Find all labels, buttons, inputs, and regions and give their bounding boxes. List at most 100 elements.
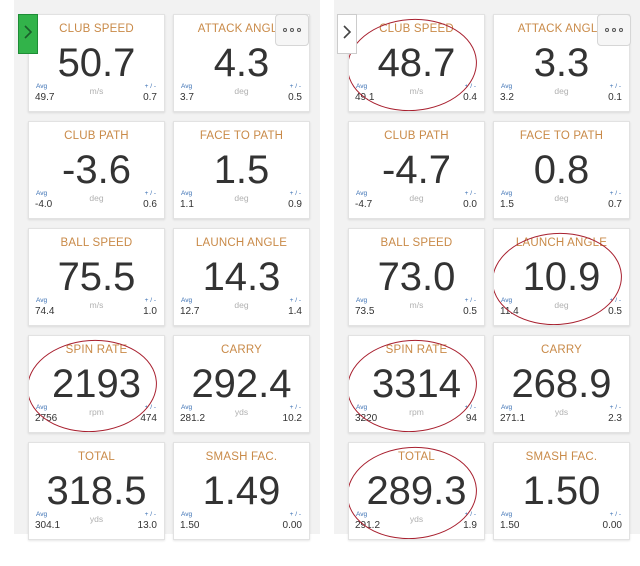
metric-deviation: 0.0 <box>463 199 477 210</box>
avg-label: Avg <box>501 404 513 411</box>
metric-unit: yds <box>409 514 424 524</box>
metric-title: CLUB PATH <box>384 130 449 142</box>
metric-unit: deg <box>234 86 249 96</box>
metric-value: 268.9 <box>511 362 612 406</box>
metric-unit: m/s <box>409 300 424 310</box>
metric-value: 3314 <box>372 362 461 406</box>
metric-value: 48.7 <box>377 41 456 85</box>
metric-tile-smash-factor[interactable]: SMASH FAC. 1.49 Avg + / - 1.50 0.00 <box>173 442 310 540</box>
metric-deviation: 94 <box>465 413 477 424</box>
metric-tile-carry[interactable]: CARRY 268.9 Avg + / - 271.1 yds 2.3 <box>493 335 630 433</box>
metric-tile-carry[interactable]: CARRY 292.4 Avg + / - 281.2 yds 10.2 <box>173 335 310 433</box>
metric-tile-attack-angle[interactable]: ATTACK ANGLE 4.3 Avg + / - 3.7 deg 0.5 <box>173 14 310 112</box>
metric-deviation: 1.0 <box>143 306 157 317</box>
metric-average: -4.7 <box>355 199 373 210</box>
metric-deviation: 474 <box>140 413 157 424</box>
metric-tile-total[interactable]: TOTAL 318.5 Avg + / - 304.1 yds 13.0 <box>28 442 165 540</box>
metric-tile-club-path[interactable]: CLUB PATH -3.6 Avg + / - -4.0 deg 0.6 <box>28 121 165 219</box>
metric-title: TOTAL <box>78 451 115 463</box>
metric-value: 292.4 <box>191 362 292 406</box>
metric-value: 50.7 <box>57 41 136 85</box>
metric-title: SPIN RATE <box>385 344 448 356</box>
metric-tile-launch-angle[interactable]: LAUNCH ANGLE 10.9 Avg + / - 11.4 deg 0.5 <box>493 228 630 326</box>
metric-title: BALL SPEED <box>380 237 453 249</box>
metric-average: 271.1 <box>500 413 526 424</box>
left-panel-toggle-button[interactable] <box>18 14 38 54</box>
metric-average: 1.50 <box>500 520 520 531</box>
metric-value: -3.6 <box>62 148 131 192</box>
more-horizontal-icon <box>283 28 301 32</box>
avg-label: Avg <box>501 83 513 90</box>
right-metrics-grid: CLUB SPEED 48.7 Avg + / - 49.1 m/s 0.4 A… <box>348 14 630 540</box>
metric-deviation: 0.9 <box>288 199 302 210</box>
plus-minus-label: + / - <box>609 83 621 90</box>
metric-tile-club-path[interactable]: CLUB PATH -4.7 Avg + / - -4.7 deg 0.0 <box>348 121 485 219</box>
metric-average: -4.0 <box>35 199 53 210</box>
plus-minus-label: + / - <box>144 297 156 304</box>
metric-deviation: 0.7 <box>608 199 622 210</box>
metric-average: 304.1 <box>35 520 61 531</box>
metric-unit: deg <box>554 86 569 96</box>
metric-tile-launch-angle[interactable]: LAUNCH ANGLE 14.3 Avg + / - 12.7 deg 1.4 <box>173 228 310 326</box>
metric-title: TOTAL <box>398 451 435 463</box>
avg-label: Avg <box>356 404 368 411</box>
metric-unit: m/s <box>89 300 104 310</box>
metric-deviation: 0.5 <box>463 306 477 317</box>
right-more-options-button[interactable] <box>597 14 631 46</box>
avg-label: Avg <box>36 511 48 518</box>
metric-title: LAUNCH ANGLE <box>515 237 608 249</box>
right-panel-toggle-button[interactable] <box>337 14 357 54</box>
metric-tile-face-to-path[interactable]: FACE TO PATH 1.5 Avg + / - 1.1 deg 0.9 <box>173 121 310 219</box>
plus-minus-label: + / - <box>609 511 621 518</box>
metric-average: 291.2 <box>355 520 381 531</box>
metric-average: 49.7 <box>35 92 55 103</box>
metric-tile-club-speed[interactable]: CLUB SPEED 48.7 Avg + / - 49.1 m/s 0.4 <box>348 14 485 112</box>
metric-title: BALL SPEED <box>60 237 133 249</box>
metric-deviation: 0.5 <box>608 306 622 317</box>
metric-deviation: 0.6 <box>143 199 157 210</box>
metric-value: 318.5 <box>46 469 147 513</box>
metric-deviation: 0.00 <box>602 520 622 531</box>
metric-tile-spin-rate[interactable]: SPIN RATE 3314 Avg + / - 3220 rpm 94 <box>348 335 485 433</box>
metric-tile-club-speed[interactable]: CLUB SPEED 50.7 Avg + / - 49.7 m/s 0.7 <box>28 14 165 112</box>
avg-label: Avg <box>356 511 368 518</box>
metric-unit: deg <box>409 193 424 203</box>
plus-minus-label: + / - <box>144 83 156 90</box>
chevron-right-icon <box>23 24 33 45</box>
metric-tile-ball-speed[interactable]: BALL SPEED 73.0 Avg + / - 73.5 m/s 0.5 <box>348 228 485 326</box>
metric-unit: m/s <box>409 86 424 96</box>
metric-deviation: 13.0 <box>137 520 157 531</box>
metric-title: CARRY <box>540 344 583 356</box>
metric-unit: m/s <box>89 86 104 96</box>
metric-average: 3220 <box>355 413 378 424</box>
plus-minus-label: + / - <box>609 190 621 197</box>
metric-average: 74.4 <box>35 306 55 317</box>
left-more-options-button[interactable] <box>275 14 309 46</box>
metric-average: 281.2 <box>180 413 206 424</box>
metric-tile-smash-factor[interactable]: SMASH FAC. 1.50 Avg + / - 1.50 0.00 <box>493 442 630 540</box>
metric-unit: deg <box>89 193 104 203</box>
metric-unit: deg <box>234 193 249 203</box>
metric-title: FACE TO PATH <box>519 130 604 142</box>
avg-label: Avg <box>356 83 368 90</box>
metric-average: 1.50 <box>180 520 200 531</box>
metric-title: CLUB SPEED <box>379 23 454 35</box>
plus-minus-label: + / - <box>609 297 621 304</box>
metric-deviation: 2.3 <box>608 413 622 424</box>
metric-title: SPIN RATE <box>65 344 128 356</box>
metric-tile-total[interactable]: TOTAL 289.3 Avg + / - 291.2 yds 1.9 <box>348 442 485 540</box>
avg-label: Avg <box>181 404 193 411</box>
metric-tile-spin-rate[interactable]: SPIN RATE 2193 Avg + / - 2756 rpm 474 <box>28 335 165 433</box>
metric-tile-face-to-path[interactable]: FACE TO PATH 0.8 Avg + / - 1.5 deg 0.7 <box>493 121 630 219</box>
metric-deviation: 10.2 <box>282 413 302 424</box>
metric-average: 11.4 <box>500 306 519 317</box>
metric-title: CLUB SPEED <box>59 23 134 35</box>
metric-tile-ball-speed[interactable]: BALL SPEED 75.5 Avg + / - 74.4 m/s 1.0 <box>28 228 165 326</box>
metric-unit: yds <box>89 514 104 524</box>
plus-minus-label: + / - <box>289 83 301 90</box>
metric-value: 75.5 <box>57 255 136 299</box>
metric-value: -4.7 <box>382 148 451 192</box>
plus-minus-label: + / - <box>464 511 476 518</box>
metric-unit: rpm <box>409 407 424 417</box>
chevron-right-icon <box>342 24 352 45</box>
